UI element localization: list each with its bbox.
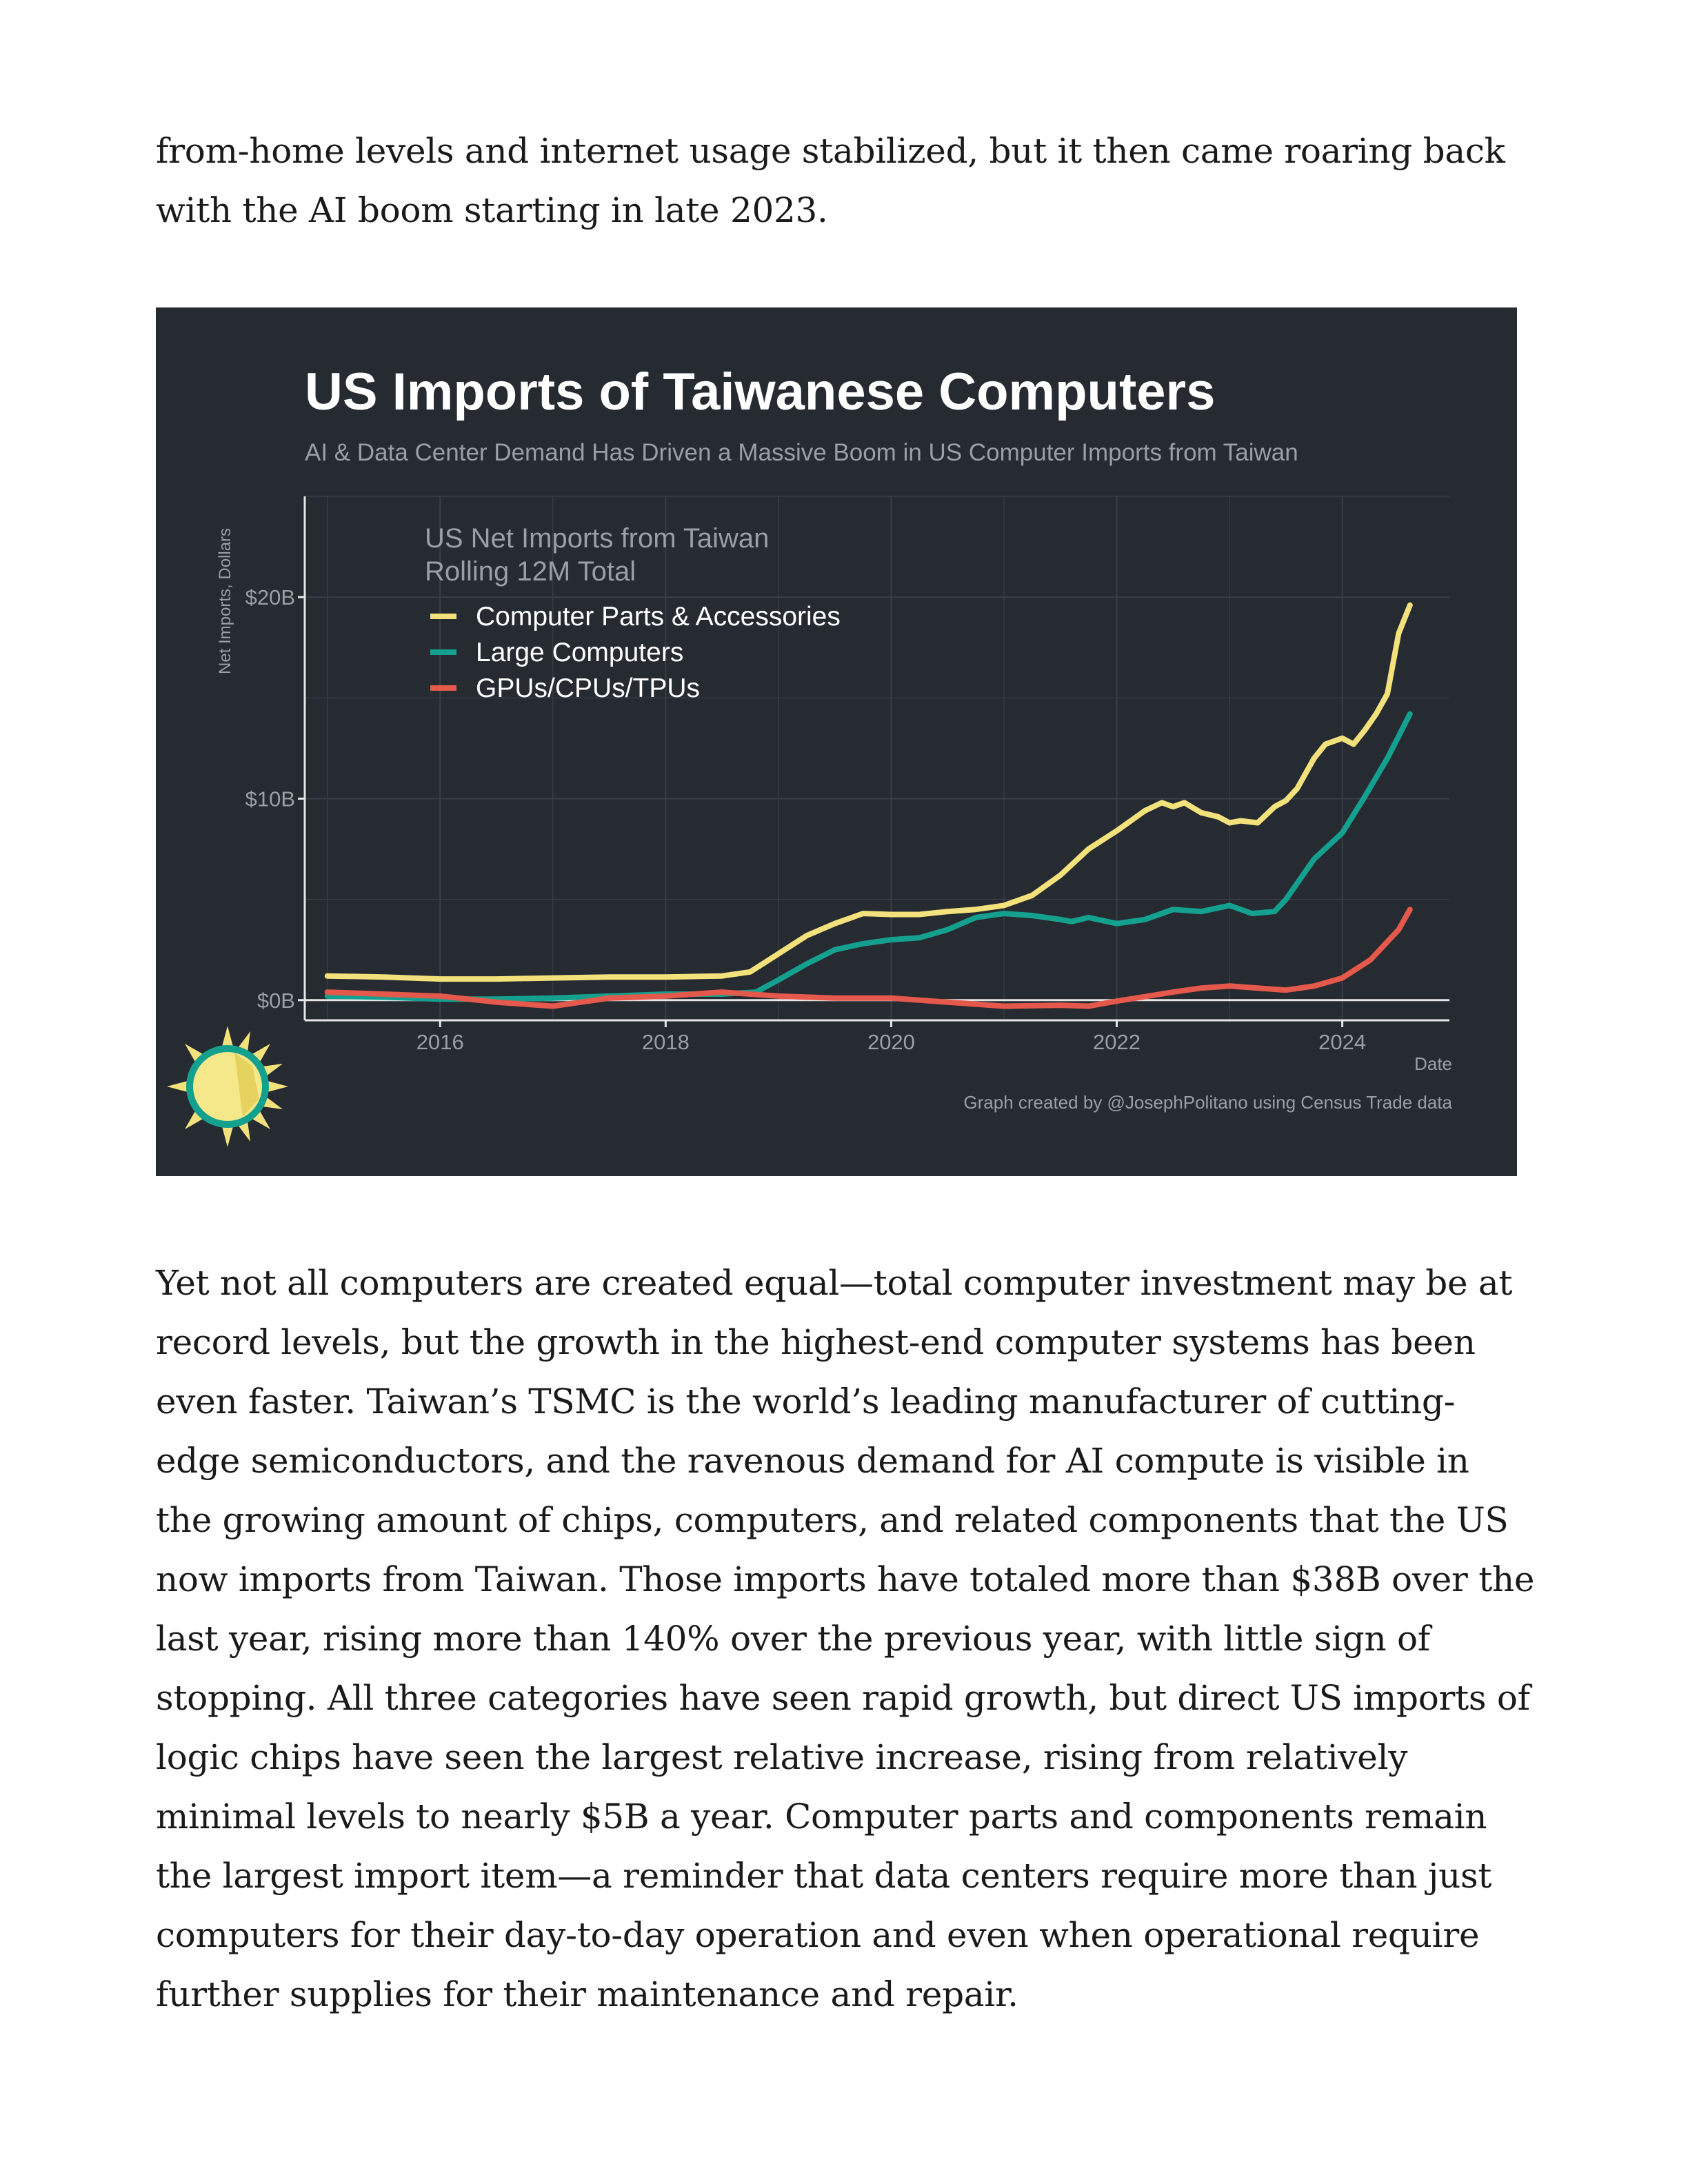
paragraph-before-chart: from-home levels and internet usage stab… xyxy=(156,131,1505,230)
legend-title-line-1: US Net Imports from Taiwan xyxy=(425,523,769,554)
x-tick-label: 2022 xyxy=(1093,1030,1141,1054)
series-line-1 xyxy=(324,711,1413,1002)
legend: US Net Imports from Taiwan Rolling 12M T… xyxy=(425,523,841,703)
sun-logo xyxy=(167,1026,288,1147)
x-tick-label: 2018 xyxy=(642,1030,690,1054)
x-axis-label: Date xyxy=(1414,1053,1452,1074)
x-tick-label: 2020 xyxy=(867,1030,915,1054)
chart-figure: 2016 2018 2020 2022 2024 $0B $10B $20B US Impor… xyxy=(156,307,1517,1176)
legend-label-parts: Computer Parts & Accessories xyxy=(476,602,841,631)
legend-label-large: Large Computers xyxy=(476,638,683,667)
series-line-2 xyxy=(324,907,1413,1009)
y-tick-label: $20B xyxy=(245,585,295,609)
chart-ticks: 2016 2018 2020 2022 2024 $0B $10B $20B xyxy=(245,585,1367,1054)
chart-lines xyxy=(324,602,1413,1009)
y-tick-label: $0B xyxy=(257,989,295,1013)
legend-title-line-2: Rolling 12M Total xyxy=(425,556,636,587)
series-line-0 xyxy=(324,602,1413,982)
legend-label-chips: GPUs/CPUs/TPUs xyxy=(476,674,700,703)
y-axis-label: Net Imports, Dollars xyxy=(216,528,234,674)
chart-subtitle: AI & Data Center Demand Has Driven a Mas… xyxy=(305,439,1298,466)
x-tick-label: 2016 xyxy=(416,1030,464,1054)
chart-caption: Graph created by @JosephPolitano using C… xyxy=(963,1092,1452,1113)
paragraph-after-chart: Yet not all computers are created equal—… xyxy=(156,1263,1535,2014)
chart-title: US Imports of Taiwanese Computers xyxy=(305,363,1215,421)
y-tick-label: $10B xyxy=(245,787,295,811)
line-chart: 2016 2018 2020 2022 2024 $0B $10B $20B US Impor… xyxy=(167,363,1453,1147)
x-tick-label: 2024 xyxy=(1318,1030,1366,1054)
